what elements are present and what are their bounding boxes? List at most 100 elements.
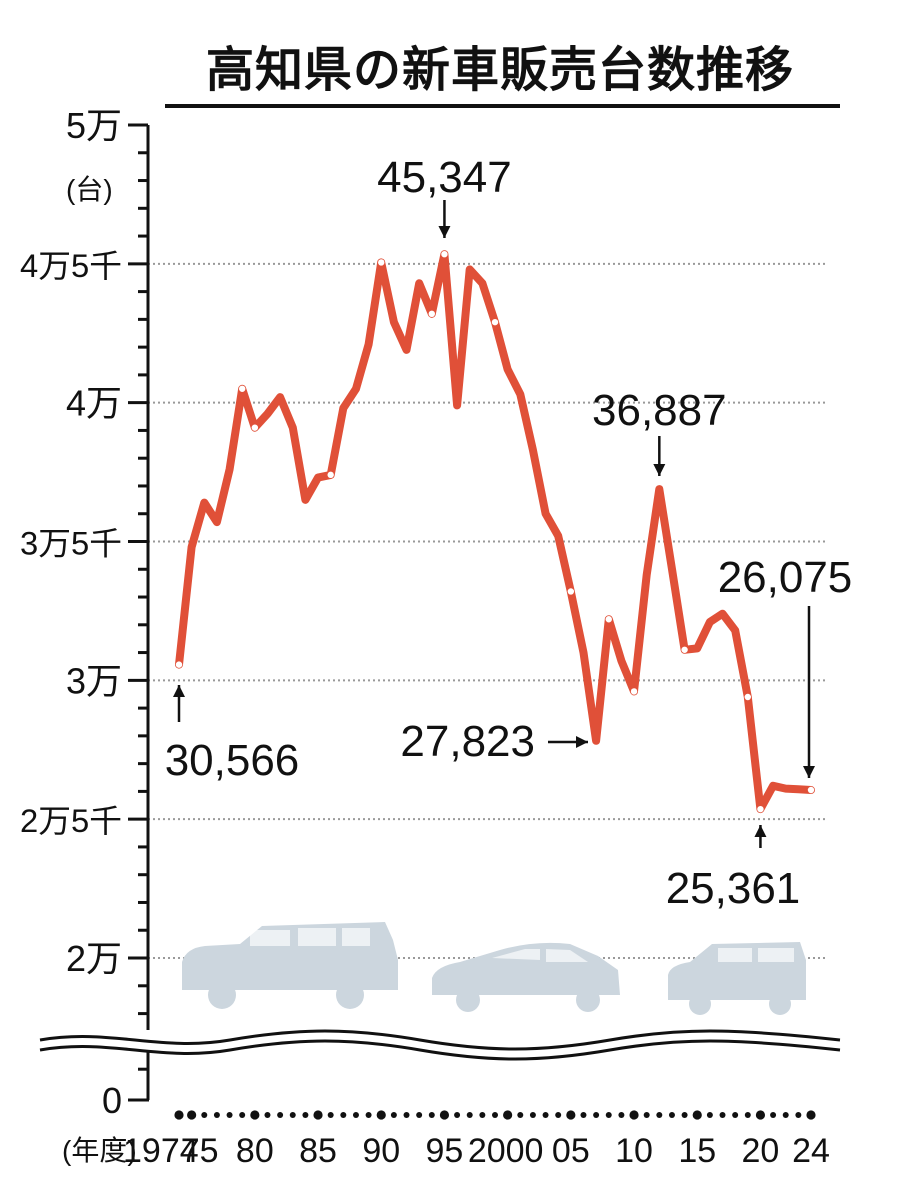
x-tick-dot: [466, 1112, 473, 1118]
x-tick-dot: [416, 1112, 423, 1118]
x-tick-label: 2000: [468, 1132, 544, 1170]
x-tick-dot: [542, 1112, 549, 1118]
data-point: [744, 693, 751, 701]
annotation-arrow-head: [754, 825, 767, 837]
data-point: [327, 471, 334, 479]
x-tick-dot: [289, 1112, 296, 1118]
x-tick-dot: [403, 1112, 410, 1118]
y-unit-label: (台): [66, 174, 113, 205]
data-point: [239, 385, 246, 392]
title-underline: [165, 104, 840, 108]
x-tick-dot: [226, 1112, 233, 1118]
x-tick-label: 24: [792, 1132, 830, 1170]
data-point: [428, 310, 435, 318]
sales-series: [175, 250, 815, 814]
data-point: [378, 259, 385, 266]
y-tick-label: 2万: [66, 938, 122, 979]
x-tick-dot: [618, 1112, 625, 1118]
x-tick-dot: [782, 1112, 789, 1118]
x-tick-dot: [503, 1110, 513, 1120]
x-tick-dot: [732, 1112, 739, 1118]
x-tick-dot: [719, 1112, 726, 1118]
x-tick-dot: [529, 1112, 536, 1118]
x-tick-dot: [313, 1110, 323, 1120]
x-tick-dot: [213, 1112, 220, 1118]
x-tick-dot: [795, 1112, 802, 1118]
x-tick-dot: [174, 1110, 184, 1120]
kei-car-icon: [668, 942, 806, 1015]
x-tick-dot: [187, 1110, 197, 1120]
x-tick-dot: [629, 1110, 639, 1120]
x-tick-dot: [340, 1112, 347, 1118]
x-tick-dot: [692, 1110, 702, 1120]
x-tick-dot: [479, 1112, 486, 1118]
annotation-arrow-head: [653, 464, 666, 476]
x-tick-dot: [439, 1110, 450, 1120]
annotation-arrow-head: [803, 766, 815, 778]
x-tick-dot: [706, 1112, 713, 1118]
annotation-arrow-head: [438, 226, 451, 238]
y-tick-label: 2万5千: [20, 803, 122, 839]
y-tick-label: 3万: [66, 660, 122, 701]
chart-title: 高知県の新車販売台数推移: [205, 42, 794, 98]
annotation-max: 45,347: [377, 153, 512, 202]
axis-break-mark: [39, 1029, 841, 1061]
x-tick-dot: [770, 1112, 777, 1118]
x-tick-dot: [656, 1112, 663, 1118]
x-tick-dot: [365, 1112, 372, 1118]
x-tick-dot: [264, 1112, 271, 1118]
x-tick-dot: [605, 1112, 612, 1118]
data-point: [441, 250, 448, 258]
x-tick-label: 75: [181, 1132, 219, 1170]
data-point: [605, 616, 612, 623]
x-tick-dot: [580, 1112, 587, 1118]
x-tick-dot: [555, 1112, 562, 1118]
data-point: [757, 805, 764, 813]
data-point: [251, 424, 259, 431]
x-tick-label: 10: [615, 1132, 653, 1170]
suv-car-icon: [182, 922, 398, 1009]
annotations: 45,347 36,887 30,566 27,823 25,361 26,075: [165, 153, 853, 913]
x-tick-label: 85: [299, 1132, 337, 1170]
x-tick-dot: [681, 1112, 688, 1118]
x-tick-dot: [492, 1112, 498, 1118]
car-illustrations: [182, 922, 806, 1015]
x-tick-dot: [390, 1112, 397, 1118]
x-tick-dot: [744, 1112, 751, 1118]
annotation-2020-low: 25,361: [666, 864, 801, 913]
x-tick-dot: [352, 1112, 359, 1118]
sedan-car-icon: [432, 942, 620, 1012]
annotation-peak-2012: 36,887: [592, 386, 727, 435]
annotation-arrow-head: [576, 736, 588, 748]
data-point: [630, 688, 638, 695]
x-tick-dot: [593, 1112, 600, 1118]
x-tick-dot: [277, 1112, 284, 1118]
x-tick-dot: [428, 1112, 435, 1118]
x-tick-label: 05: [552, 1132, 590, 1170]
x-tick-label: 90: [362, 1132, 400, 1170]
x-tick-label: 80: [236, 1132, 274, 1170]
y-tick-label: 4万: [66, 383, 122, 424]
data-point: [175, 661, 183, 668]
annotation-start: 30,566: [165, 736, 300, 785]
x-tick-label: 15: [678, 1132, 716, 1170]
annotation-2008-low: 27,823: [400, 717, 535, 766]
x-tick-dot: [239, 1112, 246, 1118]
x-tick-dot: [327, 1112, 334, 1118]
x-tick-dot: [454, 1112, 461, 1118]
x-tick-dot: [755, 1110, 766, 1120]
data-point: [567, 588, 575, 595]
data-point: [807, 786, 815, 794]
x-tick-dot: [806, 1110, 816, 1120]
x-tick-label: 1974: [123, 1132, 199, 1170]
y-tick-label: 4万5千: [20, 248, 122, 284]
y-tick-label: 5万: [66, 105, 122, 146]
annotation-latest: 26,075: [718, 553, 853, 602]
x-tick-dot: [566, 1110, 576, 1120]
y-axis: 5万 4万5千 4万 3万5千 3万 2万5千 2万 0: [20, 105, 150, 1121]
x-tick-dot: [201, 1112, 208, 1118]
x-tick-dot: [250, 1110, 260, 1120]
x-tick-label: 95: [426, 1132, 464, 1170]
